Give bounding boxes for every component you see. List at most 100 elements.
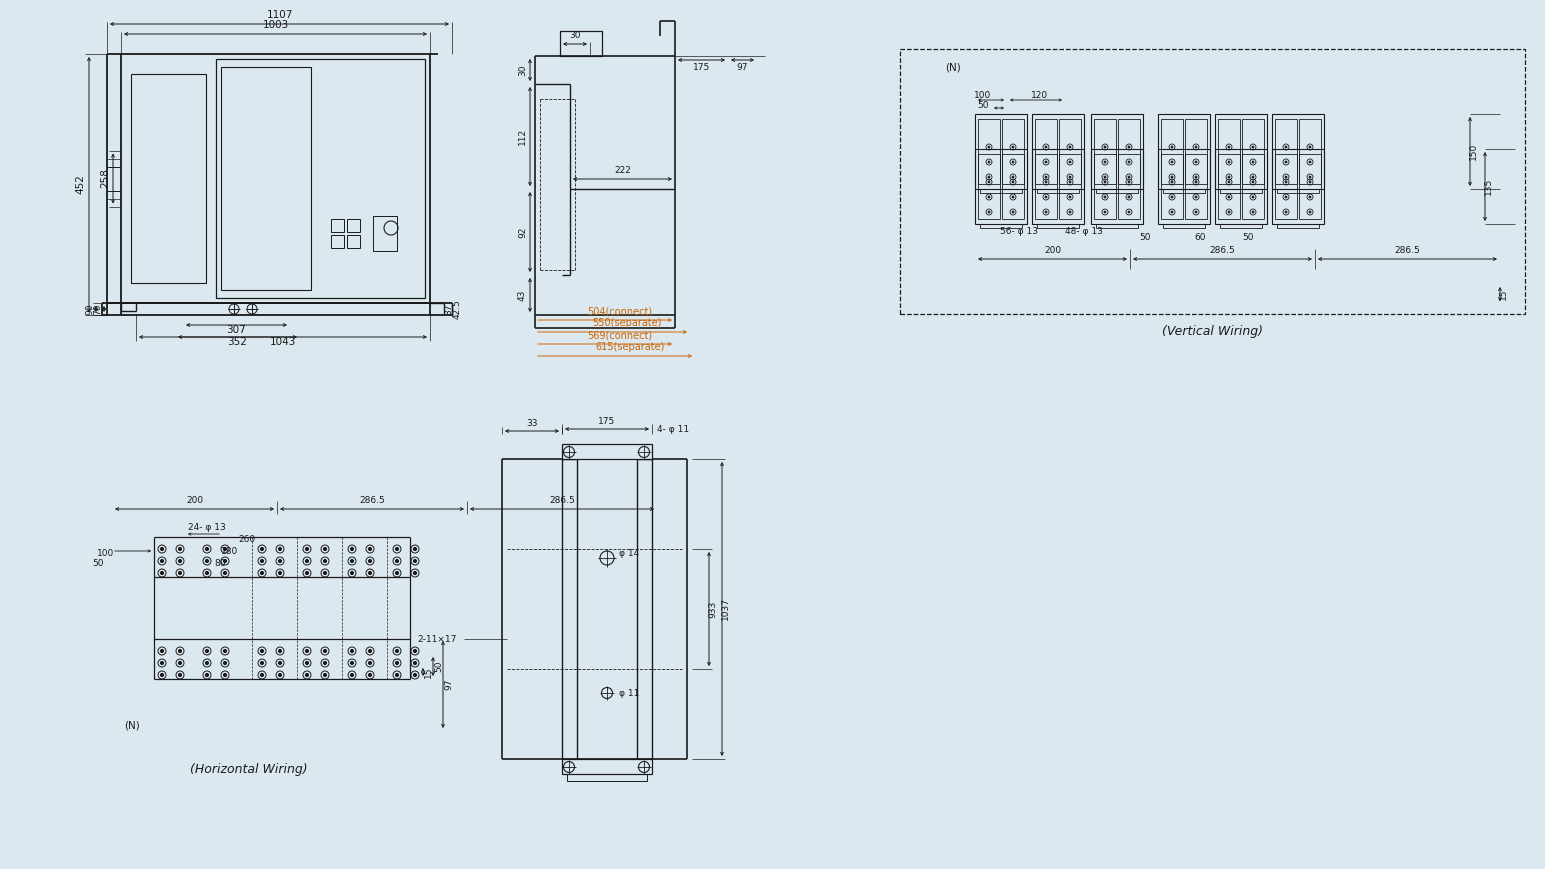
- Text: 2-11×17: 2-11×17: [417, 634, 457, 644]
- Circle shape: [224, 661, 227, 665]
- Bar: [980, 224, 1021, 228]
- Text: (N): (N): [124, 721, 141, 731]
- Text: 4- φ 11: 4- φ 11: [657, 424, 689, 434]
- Text: 504(connect): 504(connect): [587, 306, 652, 316]
- Circle shape: [161, 572, 164, 574]
- Circle shape: [1069, 176, 1071, 178]
- Circle shape: [1105, 181, 1106, 183]
- Circle shape: [306, 673, 309, 676]
- Circle shape: [1194, 181, 1197, 183]
- Circle shape: [987, 176, 990, 178]
- Circle shape: [1171, 161, 1173, 163]
- Circle shape: [323, 673, 326, 676]
- Text: (Horizontal Wiring): (Horizontal Wiring): [190, 762, 307, 775]
- Text: 175: 175: [692, 63, 711, 72]
- Circle shape: [369, 661, 371, 665]
- Circle shape: [278, 649, 281, 653]
- Circle shape: [1285, 161, 1287, 163]
- Bar: [1058, 154, 1082, 219]
- Circle shape: [1251, 146, 1255, 148]
- Circle shape: [323, 547, 326, 550]
- Bar: [1095, 224, 1139, 228]
- Text: (N): (N): [946, 62, 961, 72]
- Circle shape: [1251, 211, 1255, 213]
- Bar: [1032, 114, 1085, 189]
- Circle shape: [323, 560, 326, 562]
- Circle shape: [1105, 161, 1106, 163]
- Circle shape: [179, 547, 181, 550]
- Circle shape: [1251, 181, 1255, 183]
- Circle shape: [1309, 161, 1312, 163]
- Circle shape: [261, 673, 264, 676]
- Text: φ 11: φ 11: [620, 688, 640, 698]
- Circle shape: [1285, 176, 1287, 178]
- Circle shape: [369, 673, 371, 676]
- Circle shape: [1012, 176, 1014, 178]
- Circle shape: [414, 661, 417, 665]
- Bar: [1091, 149, 1143, 224]
- Text: 1043: 1043: [270, 337, 297, 347]
- Text: 452: 452: [76, 175, 85, 195]
- Bar: [1299, 119, 1321, 184]
- Circle shape: [396, 649, 399, 653]
- Text: 150: 150: [1469, 143, 1479, 160]
- Bar: [1299, 154, 1321, 219]
- Circle shape: [1171, 181, 1173, 183]
- Circle shape: [1069, 181, 1071, 183]
- Text: 70: 70: [93, 303, 102, 315]
- Circle shape: [987, 146, 990, 148]
- Circle shape: [987, 211, 990, 213]
- Text: 307: 307: [227, 325, 246, 335]
- Circle shape: [351, 649, 354, 653]
- Text: 615(separate): 615(separate): [595, 342, 664, 352]
- Circle shape: [1285, 181, 1287, 183]
- Text: 50: 50: [1242, 233, 1253, 242]
- Circle shape: [414, 673, 417, 676]
- Bar: [980, 189, 1021, 193]
- Text: 50: 50: [1139, 233, 1151, 242]
- Circle shape: [161, 673, 164, 676]
- Circle shape: [1285, 196, 1287, 198]
- Bar: [216, 59, 425, 298]
- Circle shape: [1171, 176, 1173, 178]
- Circle shape: [1128, 181, 1129, 183]
- Text: 286.5: 286.5: [1395, 246, 1420, 255]
- Bar: [331, 219, 345, 232]
- Circle shape: [205, 673, 209, 676]
- Text: (Vertical Wiring): (Vertical Wiring): [1162, 326, 1262, 339]
- Circle shape: [161, 560, 164, 562]
- Circle shape: [1251, 196, 1255, 198]
- Circle shape: [205, 649, 209, 653]
- Circle shape: [1309, 211, 1312, 213]
- Text: 30: 30: [569, 31, 581, 40]
- Circle shape: [351, 560, 354, 562]
- Bar: [975, 114, 1027, 189]
- Text: 120: 120: [1032, 91, 1049, 101]
- Circle shape: [278, 673, 281, 676]
- Bar: [348, 235, 360, 248]
- Text: 33: 33: [527, 419, 538, 428]
- Bar: [1185, 154, 1207, 219]
- Bar: [1185, 119, 1207, 184]
- Circle shape: [306, 572, 309, 574]
- Text: 30: 30: [518, 64, 527, 76]
- Text: 48- φ 13: 48- φ 13: [1065, 228, 1103, 236]
- Circle shape: [1251, 176, 1255, 178]
- Circle shape: [323, 572, 326, 574]
- Circle shape: [396, 661, 399, 665]
- Bar: [1094, 119, 1115, 184]
- Circle shape: [1044, 161, 1048, 163]
- Circle shape: [1012, 181, 1014, 183]
- Bar: [975, 149, 1027, 224]
- Text: 80: 80: [215, 559, 226, 567]
- Bar: [1214, 149, 1267, 224]
- Text: 286.5: 286.5: [548, 496, 575, 505]
- Bar: [1221, 189, 1262, 193]
- Circle shape: [1194, 211, 1197, 213]
- Text: 286.5: 286.5: [1210, 246, 1236, 255]
- Circle shape: [1194, 161, 1197, 163]
- Circle shape: [1012, 146, 1014, 148]
- Bar: [1214, 114, 1267, 189]
- Circle shape: [278, 560, 281, 562]
- Circle shape: [224, 649, 227, 653]
